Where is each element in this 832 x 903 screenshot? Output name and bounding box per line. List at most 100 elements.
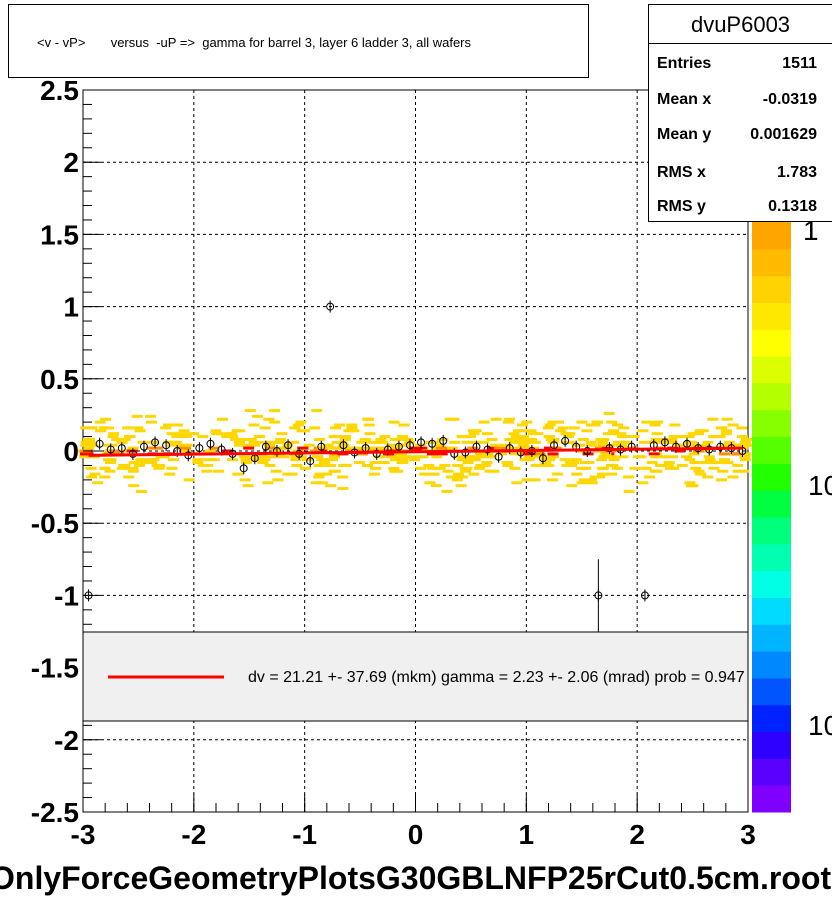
hist-cell [264, 446, 276, 450]
hist-cell [382, 452, 394, 456]
hist-cell [655, 463, 667, 467]
hist-cell [263, 417, 275, 421]
palette-swatch [752, 436, 791, 464]
hist-cell [475, 463, 487, 467]
hist-cell [346, 426, 358, 430]
hist-cell [517, 423, 529, 427]
stat-value: 0.1318 [768, 198, 817, 215]
hist-cell [179, 446, 191, 450]
hist-cell [164, 472, 176, 476]
hist-cell [509, 452, 521, 456]
hist-cell [288, 440, 300, 444]
hist-cell [396, 452, 408, 456]
hist-cell [589, 423, 601, 427]
stat-value: -0.0319 [762, 91, 817, 108]
hist-cell [314, 472, 326, 476]
palette-label-bottom: 10 [808, 710, 832, 741]
hist-cell [451, 478, 463, 482]
hist-cell [337, 475, 349, 479]
hist-cell [740, 437, 752, 441]
hist-cell [684, 481, 696, 485]
hist-cell [606, 472, 618, 476]
hist-cell [528, 455, 540, 459]
y-tick-label: -2.5 [31, 797, 79, 828]
hist-cell [397, 458, 409, 462]
hist-cell [374, 446, 386, 450]
hist-cell [339, 437, 351, 441]
hist-cell [719, 443, 731, 447]
palette-swatch [752, 490, 791, 518]
hist-cell [210, 429, 222, 433]
hist-cell [545, 437, 557, 441]
x-tick-label: 1 [519, 819, 535, 850]
hist-cell [629, 466, 641, 470]
hist-cell [517, 429, 529, 433]
hist-cell [597, 440, 609, 444]
hist-cell [128, 461, 140, 465]
hist-cell [720, 429, 732, 433]
y-tick-label: -1.5 [31, 653, 79, 684]
hist-cell [717, 469, 729, 473]
palette-swatch [752, 677, 791, 706]
hist-cell [416, 446, 428, 450]
hist-cell [661, 440, 673, 444]
hist-cell [80, 443, 92, 447]
hist-cell [124, 435, 136, 439]
hist-cell [640, 466, 652, 470]
hist-cell [276, 432, 288, 436]
palette-swatch [752, 382, 791, 411]
hist-cell [547, 420, 559, 424]
hist-cell [461, 440, 473, 444]
hist-cell [428, 440, 440, 444]
hist-cell [693, 469, 705, 473]
hist-cell [252, 414, 264, 418]
hist-cell [540, 461, 552, 465]
hist-cell [328, 469, 340, 473]
hist-cell [618, 426, 630, 430]
hist-cell [83, 446, 95, 450]
hist-cell [269, 420, 281, 424]
hist-cell [742, 443, 754, 447]
profile-point [405, 441, 414, 450]
hist-cell [707, 417, 719, 421]
hist-cell [736, 435, 748, 439]
hist-cell [542, 426, 554, 430]
x-tick-label: -1 [292, 819, 317, 850]
hist-cell [94, 420, 106, 424]
hist-cell [222, 449, 234, 453]
hist-cell [232, 472, 244, 476]
hist-cell [171, 435, 183, 439]
hist-cell [603, 411, 615, 415]
hist-cell [503, 417, 515, 421]
hist-cell [652, 440, 664, 444]
hist-cell [506, 446, 518, 450]
hist-cell [704, 458, 716, 462]
hist-cell [103, 458, 115, 462]
palette-swatch [752, 222, 791, 250]
hist-cell [459, 466, 471, 470]
hist-cell [368, 446, 380, 450]
profile-point [439, 436, 448, 445]
hist-cell [275, 437, 287, 441]
hist-cell [239, 478, 251, 482]
hist-cell [684, 458, 696, 462]
hist-cell [259, 440, 271, 444]
hist-cell [119, 437, 131, 441]
profile-point [428, 439, 437, 448]
hist-cell [718, 458, 730, 462]
hist-cell [635, 455, 647, 459]
hist-cell [664, 466, 676, 470]
hist-cell [86, 426, 98, 430]
hist-cell [328, 435, 340, 439]
hist-cell [496, 452, 508, 456]
hist-cell [600, 452, 612, 456]
hist-cell [730, 443, 742, 447]
hist-cell [394, 455, 406, 459]
hist-cell [563, 435, 575, 439]
x-tick-label: -2 [181, 819, 206, 850]
hist-cell [356, 440, 368, 444]
hist-cell [504, 437, 516, 441]
hist-cell [698, 443, 710, 447]
hist-cell [602, 432, 614, 436]
hist-cell [397, 461, 409, 465]
